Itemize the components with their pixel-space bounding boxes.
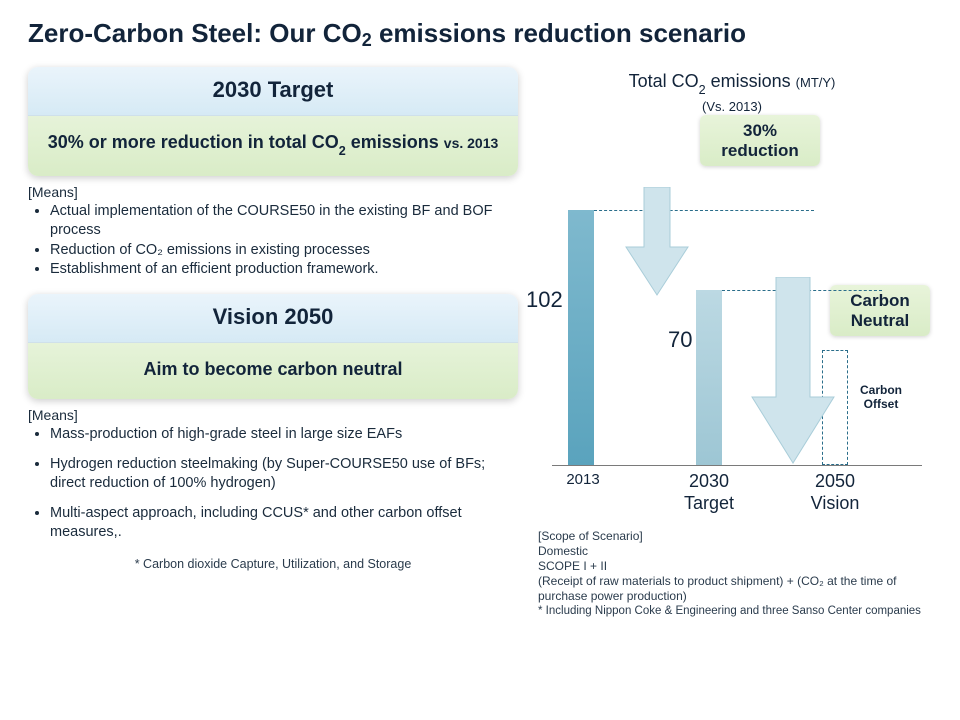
chart-area: Carbon Offset 102 70 <box>532 177 932 467</box>
xlabel-2013: 2013 <box>548 471 618 489</box>
chart-title-sub: 2 <box>699 83 706 97</box>
card-2050: Vision 2050 Aim to become carbon neutral <box>28 294 518 399</box>
scope-l1: [Scope of Scenario] <box>538 529 918 544</box>
means1-item: Establishment of an efficient production… <box>50 260 518 280</box>
scope-l2: Domestic <box>538 544 918 559</box>
card-2030: 2030 Target 30% or more reduction in tot… <box>28 67 518 176</box>
scope-l3: SCOPE I + II <box>538 559 918 574</box>
xlabel-2050: 2050 Vision <box>790 471 880 514</box>
page-title: Zero-Carbon Steel: Our CO2 emissions red… <box>28 18 932 49</box>
bar-2050-label: Carbon Offset <box>846 383 916 411</box>
card-2050-head: Vision 2050 <box>28 294 518 343</box>
chart-title-post: emissions <box>706 71 796 91</box>
right-column: Total CO2 emissions (MT/Y) (Vs. 2013) 30… <box>532 67 932 571</box>
chart-title-unit: (MT/Y) <box>796 75 836 90</box>
means2-item: Hydrogen reduction steelmaking (by Super… <box>50 455 518 494</box>
left-footnote: * Carbon dioxide Capture, Utilization, a… <box>28 557 518 571</box>
chart-subtitle: (Vs. 2013) <box>532 99 932 114</box>
card-2030-body-sub: 2 <box>339 144 346 158</box>
means1-list: Actual implementation of the COURSE50 in… <box>28 202 518 280</box>
means1-label: [Means] <box>28 184 518 200</box>
value-2013: 102 <box>526 287 563 313</box>
card-2030-body: 30% or more reduction in total CO2 emiss… <box>28 116 518 176</box>
badge-30pct: 30% reduction <box>700 115 820 166</box>
title-post: emissions reduction scenario <box>372 18 746 48</box>
baseline <box>552 465 922 466</box>
columns: 2030 Target 30% or more reduction in tot… <box>28 67 932 571</box>
chart-title: Total CO2 emissions (MT/Y) <box>532 71 932 95</box>
badge-30pct-l2: reduction <box>712 141 808 161</box>
xlabel-2050-b: Vision <box>811 493 860 513</box>
xlabel-2030-b: Target <box>684 493 734 513</box>
means1-item: Actual implementation of the COURSE50 in… <box>50 202 518 241</box>
card-2050-body: Aim to become carbon neutral <box>28 343 518 399</box>
scope-l4: (Receipt of raw materials to product shi… <box>538 574 918 604</box>
card-2030-head: 2030 Target <box>28 67 518 116</box>
card-2030-body-post: emissions <box>346 132 444 152</box>
means2-list: Mass-production of high-grade steel in l… <box>28 425 518 543</box>
arrow-2-shape <box>752 277 834 463</box>
title-sub: 2 <box>362 30 372 50</box>
card-2030-body-vs: vs. 2013 <box>444 135 499 151</box>
arrow-2-icon <box>748 277 838 467</box>
arrow-1-icon <box>622 187 692 297</box>
means1-item: Reduction of CO₂ emissions in existing p… <box>50 241 518 261</box>
means2-item: Mass-production of high-grade steel in l… <box>50 425 518 445</box>
value-2030: 70 <box>668 327 692 353</box>
arrow-1-shape <box>626 187 688 295</box>
means2-item: Multi-aspect approach, including CCUS* a… <box>50 504 518 543</box>
xlabel-2030: 2030 Target <box>664 471 754 514</box>
scope-note: [Scope of Scenario] Domestic SCOPE I + I… <box>538 529 918 604</box>
chart-title-pre: Total CO <box>629 71 699 91</box>
title-pre: Zero-Carbon Steel: Our CO <box>28 18 362 48</box>
xlabel-2030-a: 2030 <box>689 471 729 491</box>
means2-label: [Means] <box>28 407 518 423</box>
right-footnote: * Including Nippon Coke & Engineering an… <box>538 605 928 617</box>
bar-2030 <box>696 290 722 465</box>
left-column: 2030 Target 30% or more reduction in tot… <box>28 67 518 571</box>
card-2030-body-pre: 30% or more reduction in total CO <box>48 132 339 152</box>
xlabel-2050-a: 2050 <box>815 471 855 491</box>
bar-2013 <box>568 210 594 465</box>
badge-30pct-l1: 30% <box>712 121 808 141</box>
